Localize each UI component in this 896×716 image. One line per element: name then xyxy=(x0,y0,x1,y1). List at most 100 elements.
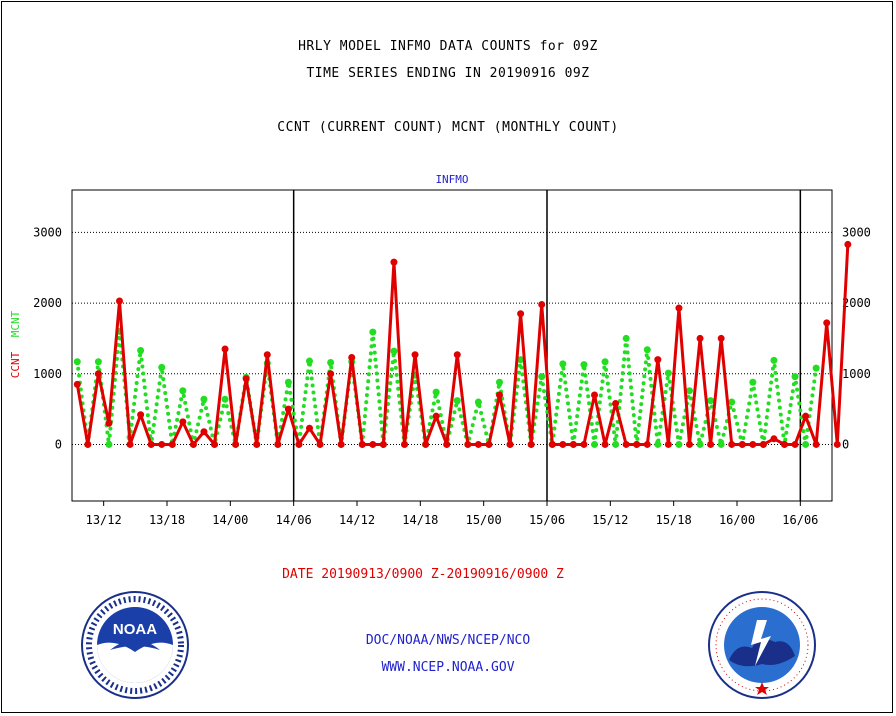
data-point-ccnt xyxy=(443,440,451,448)
data-point-ccnt xyxy=(686,440,693,448)
data-point-ccnt xyxy=(527,440,535,448)
data-point-mcnt xyxy=(105,440,113,448)
data-point-ccnt xyxy=(379,440,387,448)
data-point-ccnt xyxy=(696,334,704,342)
data-point-mcnt xyxy=(369,328,377,336)
data-point-ccnt xyxy=(622,440,630,448)
data-point-ccnt xyxy=(654,356,662,364)
data-point-ccnt xyxy=(791,440,799,448)
data-point-ccnt xyxy=(200,428,208,436)
noaa-logo-text: NOAA xyxy=(113,621,157,638)
data-point-mcnt xyxy=(179,387,187,395)
data-point-ccnt xyxy=(591,391,598,399)
data-point-mcnt xyxy=(664,369,672,377)
data-point-ccnt xyxy=(126,440,134,448)
data-point-mcnt xyxy=(496,378,503,386)
data-point-mcnt xyxy=(802,440,810,448)
data-point-ccnt xyxy=(506,440,514,448)
x-tick-label: 14/06 xyxy=(276,513,312,527)
y-tick-label-left: 3000 xyxy=(33,225,62,239)
data-point-mcnt xyxy=(749,378,757,386)
data-point-mcnt xyxy=(474,398,482,406)
data-point-ccnt xyxy=(179,418,187,426)
data-point-ccnt xyxy=(274,440,282,448)
data-point-mcnt xyxy=(643,346,651,354)
data-point-ccnt xyxy=(538,301,546,309)
data-point-mcnt xyxy=(538,373,546,381)
data-point-ccnt xyxy=(348,354,356,362)
data-point-mcnt xyxy=(453,397,461,405)
data-point-mcnt xyxy=(559,360,567,368)
data-point-ccnt xyxy=(147,440,155,448)
data-point-ccnt xyxy=(474,440,482,448)
data-point-mcnt xyxy=(94,358,102,366)
website-link[interactable]: WWW.NCEP.NOAA.GOV xyxy=(381,660,515,675)
data-point-mcnt xyxy=(591,440,598,448)
data-point-ccnt xyxy=(833,440,841,448)
data-point-mcnt xyxy=(158,363,166,371)
data-point-ccnt xyxy=(823,319,831,327)
data-point-ccnt xyxy=(295,440,303,448)
data-point-mcnt xyxy=(812,364,820,372)
data-point-ccnt xyxy=(559,440,567,448)
data-point-ccnt xyxy=(137,411,145,419)
data-point-ccnt xyxy=(306,424,313,432)
y-tick-label-right: 3000 xyxy=(842,225,871,239)
data-point-ccnt xyxy=(717,334,725,342)
data-point-mcnt xyxy=(770,356,778,364)
data-point-ccnt xyxy=(643,440,651,448)
data-point-ccnt xyxy=(263,351,271,359)
data-point-mcnt xyxy=(791,373,799,381)
data-point-ccnt xyxy=(464,440,472,448)
data-point-ccnt xyxy=(485,440,493,448)
data-point-mcnt xyxy=(696,440,704,448)
data-point-ccnt xyxy=(675,304,683,312)
data-point-ccnt xyxy=(802,412,810,420)
data-point-ccnt xyxy=(242,375,250,383)
x-tick-label: 16/06 xyxy=(782,513,818,527)
data-point-ccnt xyxy=(316,440,324,448)
data-point-ccnt xyxy=(759,440,767,448)
y-label-ccnt: CCNT xyxy=(9,351,22,378)
data-point-mcnt xyxy=(612,440,620,448)
data-point-mcnt xyxy=(390,347,398,355)
data-point-mcnt xyxy=(432,388,440,396)
y-tick-label-left: 0 xyxy=(55,437,62,451)
date-range-label: DATE 20190913/0900 Z-20190916/0900 Z xyxy=(282,567,564,582)
data-point-ccnt xyxy=(337,440,345,448)
data-point-mcnt xyxy=(517,356,525,364)
x-tick-label: 15/00 xyxy=(466,513,502,527)
chart-title: INFMO xyxy=(435,173,468,186)
y-tick-label-left: 1000 xyxy=(33,367,62,381)
x-tick-label: 15/12 xyxy=(592,513,628,527)
data-point-ccnt xyxy=(844,240,852,248)
data-point-ccnt xyxy=(707,440,715,448)
data-point-ccnt xyxy=(327,370,335,378)
data-point-mcnt xyxy=(601,358,609,366)
data-point-ccnt xyxy=(580,440,588,448)
data-point-ccnt xyxy=(168,440,176,448)
x-tick-label: 13/18 xyxy=(149,513,185,527)
data-point-ccnt xyxy=(453,351,461,359)
x-tick-label: 14/00 xyxy=(212,513,248,527)
data-point-mcnt xyxy=(306,357,313,365)
data-point-ccnt xyxy=(84,440,92,448)
y-tick-label-right: 0 xyxy=(842,437,849,451)
data-point-ccnt xyxy=(770,435,778,443)
y-tick-label-left: 2000 xyxy=(33,296,62,310)
data-point-ccnt xyxy=(812,440,820,448)
data-point-mcnt xyxy=(73,358,81,366)
nws-logo xyxy=(708,591,816,699)
data-point-ccnt xyxy=(94,370,102,378)
data-point-mcnt xyxy=(622,334,630,342)
series-line-ccnt xyxy=(75,244,850,446)
data-point-ccnt xyxy=(105,419,113,427)
data-point-ccnt xyxy=(781,440,788,448)
data-point-ccnt xyxy=(253,440,261,448)
data-point-mcnt xyxy=(221,395,229,403)
data-point-mcnt xyxy=(580,361,588,369)
data-point-ccnt xyxy=(189,440,197,448)
data-point-mcnt xyxy=(707,397,715,405)
x-tick-label: 15/18 xyxy=(656,513,692,527)
